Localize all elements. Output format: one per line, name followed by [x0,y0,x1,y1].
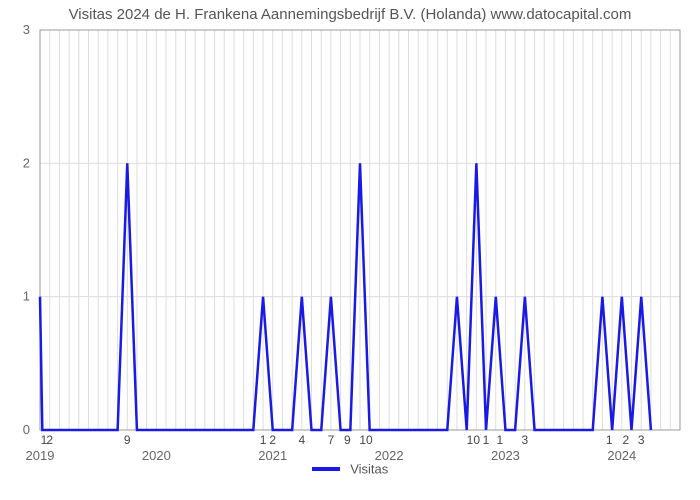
data-point-label: 7 [328,433,335,447]
data-point-label: 1 [260,433,267,447]
data-point-label: 2 [46,433,53,447]
y-tick-label: 2 [23,155,30,170]
legend-swatch [312,467,340,471]
chart-plot: 0123201920202021202220232024129124791010… [0,0,700,500]
y-tick-label: 1 [23,289,30,304]
data-point-label: 3 [522,433,529,447]
data-point-label: 10 [467,433,481,447]
data-point-label: 1 [496,433,503,447]
chart-legend: Visitas [0,460,700,478]
data-point-label: 9 [124,433,131,447]
data-point-label: 1 [483,433,490,447]
y-tick-label: 0 [23,422,30,437]
data-point-label: 9 [344,433,351,447]
data-point-label: 3 [638,433,645,447]
y-tick-label: 3 [23,22,30,37]
data-point-label: 4 [298,433,305,447]
legend-label: Visitas [350,461,388,476]
data-point-label: 2 [269,433,276,447]
chart-container: Visitas 2024 de H. Frankena Aannemingsbe… [0,0,700,500]
data-point-label: 10 [359,433,373,447]
data-point-label: 2 [622,433,629,447]
data-point-label: 1 [606,433,613,447]
